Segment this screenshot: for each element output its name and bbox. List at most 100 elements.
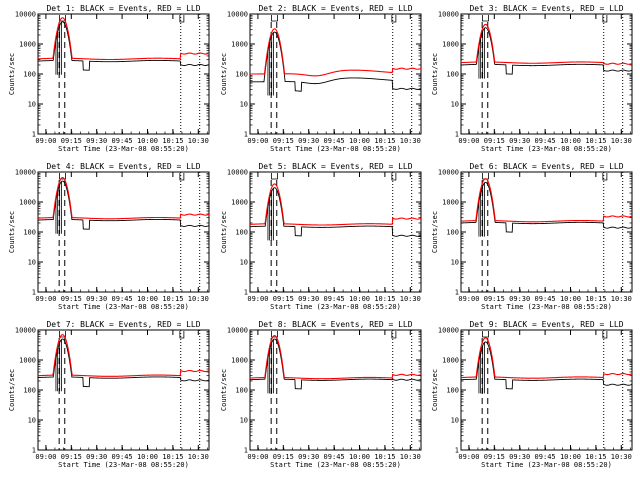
y-axis-label: Counts/sec xyxy=(8,211,16,253)
panel-title: Det 6: BLACK = Events, RED = LLD xyxy=(469,162,623,171)
events-series-line xyxy=(37,338,210,388)
attenuator-marker xyxy=(482,331,489,338)
saa-marker xyxy=(602,173,608,181)
x-tick-label: 09:00 xyxy=(247,295,268,303)
x-axis-label: Start Time (23-Mar-08 08:55:20) xyxy=(58,145,189,153)
attenuator-marker xyxy=(482,15,489,22)
plot-frame xyxy=(37,171,210,293)
y-tick-label: 10 xyxy=(451,417,459,425)
x-tick-label: 10:00 xyxy=(560,137,581,145)
x-tick-label: 10:15 xyxy=(585,137,606,145)
x-tick-label: 09:15 xyxy=(484,453,505,461)
lld-series-line xyxy=(460,178,633,223)
x-tick-label: 09:15 xyxy=(273,295,294,303)
plot-frame xyxy=(460,13,633,135)
detector-panel-3: Det 3: BLACK = Events, RED = LLD 1 10 100 10… xyxy=(431,4,633,153)
detector-panel-7: Det 7: BLACK = Events, RED = LLD 1 10 100 10… xyxy=(8,320,210,469)
saa-marker xyxy=(179,331,185,339)
y-tick-label: 10 xyxy=(240,417,248,425)
plot-frame xyxy=(249,13,422,135)
x-axis-label: Start Time (23-Mar-08 08:55:20) xyxy=(58,461,189,469)
y-tick-label: 100 xyxy=(23,71,36,79)
y-tick-label: 1000 xyxy=(442,357,459,365)
x-tick-label: 09:00 xyxy=(247,453,268,461)
y-tick-label: 10000 xyxy=(227,11,248,19)
y-tick-label: 100 xyxy=(446,71,459,79)
plot-frame xyxy=(249,171,422,293)
y-tick-label: 100 xyxy=(446,387,459,395)
x-tick-label: 10:30 xyxy=(400,453,421,461)
x-tick-label: 09:45 xyxy=(112,453,133,461)
x-tick-label: 09:00 xyxy=(458,295,479,303)
x-tick-label: 10:00 xyxy=(349,295,370,303)
x-tick-label: 09:30 xyxy=(509,295,530,303)
x-tick-label: 09:15 xyxy=(484,137,505,145)
y-tick-label: 10000 xyxy=(227,327,248,335)
x-tick-label: 09:45 xyxy=(324,453,345,461)
x-axis-label: Start Time (23-Mar-08 08:55:20) xyxy=(270,461,401,469)
panel-title: Det 8: BLACK = Events, RED = LLD xyxy=(258,320,412,329)
lld-series-line xyxy=(249,335,422,380)
x-tick-label: 10:00 xyxy=(349,453,370,461)
x-tick-label: 09:15 xyxy=(61,295,82,303)
detector-panel-4: Det 4: BLACK = Events, RED = LLD 1 10 100 10… xyxy=(8,162,210,311)
y-tick-label: 1000 xyxy=(19,199,36,207)
saa-marker xyxy=(391,15,397,23)
y-tick-label: 1 xyxy=(32,131,36,139)
x-tick-label: 10:30 xyxy=(400,137,421,145)
x-tick-label: 09:45 xyxy=(535,137,556,145)
x-tick-label: 09:15 xyxy=(273,137,294,145)
x-tick-label: 09:00 xyxy=(35,295,56,303)
panel-title: Det 1: BLACK = Events, RED = LLD xyxy=(46,4,200,13)
events-series-line xyxy=(37,180,210,230)
y-tick-label: 1000 xyxy=(442,199,459,207)
y-tick-label: 100 xyxy=(446,229,459,237)
attenuator-marker xyxy=(271,15,278,22)
x-tick-label: 09:30 xyxy=(86,295,107,303)
y-tick-label: 1 xyxy=(455,131,459,139)
y-tick-label: 10000 xyxy=(438,11,459,19)
attenuator-marker xyxy=(271,331,278,338)
lld-series-line xyxy=(249,183,422,226)
x-tick-label: 09:30 xyxy=(86,453,107,461)
lld-series-line xyxy=(460,23,633,65)
x-tick-label: 10:30 xyxy=(188,453,209,461)
plot-frame xyxy=(460,171,633,293)
x-tick-label: 09:30 xyxy=(86,137,107,145)
events-series-line xyxy=(249,187,422,237)
x-axis-label: Start Time (23-Mar-08 08:55:20) xyxy=(270,145,401,153)
x-tick-label: 10:00 xyxy=(560,295,581,303)
x-tick-label: 09:30 xyxy=(298,295,319,303)
attenuator-marker xyxy=(271,173,278,180)
x-tick-label: 10:15 xyxy=(585,453,606,461)
detector-panel-9: Det 9: BLACK = Events, RED = LLD 1 10 100 10… xyxy=(431,320,633,469)
panel-title: Det 7: BLACK = Events, RED = LLD xyxy=(46,320,200,329)
y-axis-label: Counts/sec xyxy=(431,369,439,411)
x-tick-label: 09:30 xyxy=(298,453,319,461)
y-tick-label: 10000 xyxy=(15,327,36,335)
events-series-line xyxy=(460,27,633,75)
x-tick-label: 10:00 xyxy=(137,137,158,145)
y-tick-label: 100 xyxy=(23,387,36,395)
x-tick-label: 10:15 xyxy=(162,137,183,145)
x-tick-label: 10:30 xyxy=(400,295,421,303)
y-tick-label: 1 xyxy=(244,131,248,139)
x-tick-label: 10:15 xyxy=(374,137,395,145)
x-tick-label: 10:15 xyxy=(585,295,606,303)
y-tick-label: 10000 xyxy=(438,169,459,177)
x-tick-label: 10:15 xyxy=(162,295,183,303)
detector-panel-5: Det 5: BLACK = Events, RED = LLD 1 10 100 10… xyxy=(220,162,422,311)
y-tick-label: 1 xyxy=(244,447,248,455)
x-tick-label: 09:00 xyxy=(458,453,479,461)
x-tick-label: 10:00 xyxy=(349,137,370,145)
y-tick-label: 1000 xyxy=(231,357,248,365)
x-tick-label: 10:00 xyxy=(137,453,158,461)
y-axis-label: Counts/sec xyxy=(8,369,16,411)
x-tick-label: 10:30 xyxy=(188,295,209,303)
y-tick-label: 10 xyxy=(240,259,248,267)
y-axis-label: Counts/sec xyxy=(431,53,439,95)
y-tick-label: 100 xyxy=(235,71,248,79)
saa-marker xyxy=(179,15,185,23)
y-tick-label: 1000 xyxy=(442,41,459,49)
